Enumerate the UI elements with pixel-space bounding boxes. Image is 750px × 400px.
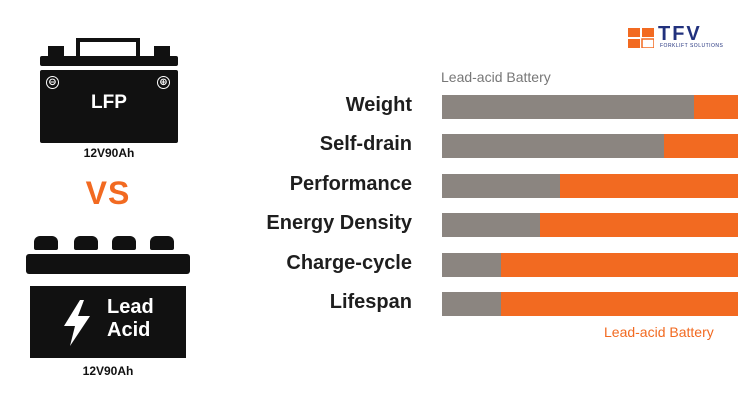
lightning-icon	[62, 300, 92, 351]
category-label: Charge-cycle	[286, 251, 412, 274]
legend-top-label: Lead-acid Battery	[441, 69, 551, 85]
category-label: Energy Density	[266, 212, 412, 235]
bar-segment-gray	[442, 252, 502, 277]
vs-label: VS	[85, 175, 131, 211]
bar-segment-gray	[442, 173, 561, 198]
bar-segment-orange	[501, 252, 738, 277]
plus-icon: ⊕	[157, 76, 170, 89]
bar-segment-gray	[442, 95, 694, 119]
logo-text: TFV	[658, 23, 702, 45]
category-label: Lifespan	[329, 291, 412, 313]
lead-acid-label: Lead Acid	[107, 296, 154, 342]
lfp-spec: 12V90Ah	[83, 146, 135, 160]
logo-subtitle: FORKLIFT SOLUTIONS	[660, 43, 724, 49]
bar-segment-orange	[539, 213, 738, 238]
bar-segment-orange	[664, 134, 738, 159]
bar-row	[442, 213, 738, 238]
lead-acid-spec: 12V90Ah	[82, 364, 134, 378]
bar-segment-gray	[442, 292, 502, 316]
logo-mark-icon	[628, 28, 655, 49]
lead-acid-label-line1: Lead	[107, 296, 154, 318]
bar-row	[442, 173, 738, 198]
bar-row	[442, 95, 738, 119]
category-label: Weight	[345, 94, 412, 116]
minus-icon: ⊖	[46, 76, 59, 89]
bar-segment-gray	[442, 134, 664, 159]
legend-bottom-label: Lead-acid Battery	[604, 324, 714, 340]
bar-row	[442, 292, 738, 316]
bar-row	[442, 252, 738, 277]
lead-acid-label-line2: Acid	[107, 319, 151, 341]
bar-segment-orange	[693, 95, 738, 119]
category-label: Performance	[289, 172, 412, 195]
lfp-label: LFP	[91, 92, 127, 113]
bar-segment-orange	[560, 173, 738, 198]
bar-segment-orange	[501, 292, 738, 316]
category-label: Self-drain	[319, 133, 412, 156]
bar-row	[442, 134, 738, 159]
bar-segment-gray	[442, 213, 540, 238]
